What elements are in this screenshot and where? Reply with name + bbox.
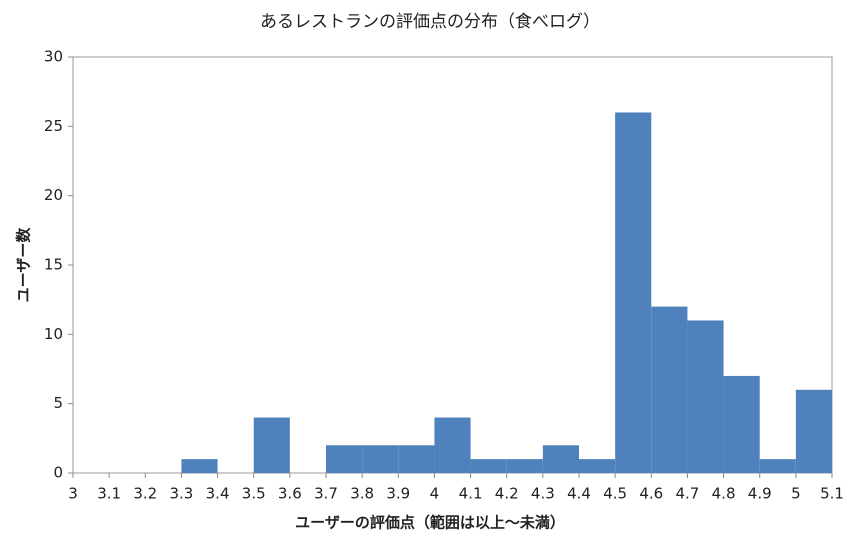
x-tick-label: 4.6 bbox=[639, 485, 663, 503]
x-tick-label: 4.5 bbox=[603, 485, 627, 503]
y-axis-title: ユーザー数 bbox=[15, 227, 33, 303]
bar bbox=[398, 445, 435, 473]
y-tick-label: 10 bbox=[44, 325, 63, 343]
bar bbox=[687, 320, 724, 473]
chart-title: あるレストランの評価点の分布（食べログ） bbox=[260, 12, 600, 32]
x-tick-label: 5 bbox=[791, 485, 801, 503]
x-tick-label: 3.3 bbox=[169, 485, 193, 503]
x-tick-label: 3.1 bbox=[97, 485, 121, 503]
x-tick-label: 4.2 bbox=[495, 485, 519, 503]
x-tick-label: 5.1 bbox=[820, 485, 844, 503]
bar bbox=[795, 389, 832, 473]
bar bbox=[253, 417, 290, 473]
x-tick-label: 4.8 bbox=[712, 485, 736, 503]
bar bbox=[615, 112, 652, 473]
bar bbox=[362, 445, 399, 473]
bar bbox=[579, 459, 616, 473]
y-tick-label: 25 bbox=[44, 117, 63, 135]
bar bbox=[326, 445, 363, 473]
x-tick-label: 3.7 bbox=[314, 485, 338, 503]
bar bbox=[651, 306, 688, 473]
x-tick-label: 3.5 bbox=[242, 485, 266, 503]
x-tick-label: 3.2 bbox=[133, 485, 157, 503]
y-tick-label: 0 bbox=[53, 464, 63, 482]
y-tick-label: 20 bbox=[44, 186, 63, 204]
x-tick-label: 3 bbox=[68, 485, 78, 503]
bar bbox=[542, 445, 579, 473]
x-tick-label: 3.4 bbox=[206, 485, 230, 503]
x-tick-label: 4.7 bbox=[675, 485, 699, 503]
x-tick-label: 4.1 bbox=[459, 485, 483, 503]
bar bbox=[181, 459, 218, 473]
x-tick-label: 3.8 bbox=[350, 485, 374, 503]
x-tick-label: 4 bbox=[430, 485, 440, 503]
x-tick-label: 3.6 bbox=[278, 485, 302, 503]
x-tick-label: 4.3 bbox=[531, 485, 555, 503]
bar bbox=[723, 375, 760, 473]
y-tick-label: 30 bbox=[44, 48, 63, 66]
bar bbox=[506, 459, 543, 473]
x-tick-label: 4.4 bbox=[567, 485, 591, 503]
bar bbox=[434, 417, 471, 473]
y-tick-label: 5 bbox=[53, 394, 63, 412]
bar bbox=[470, 459, 507, 473]
x-axis-title: ユーザーの評価点（範囲は以上～未満） bbox=[295, 514, 565, 532]
y-tick-label: 15 bbox=[44, 256, 63, 274]
x-tick-label: 3.9 bbox=[386, 485, 410, 503]
bar bbox=[759, 459, 796, 473]
x-tick-label: 4.9 bbox=[748, 485, 772, 503]
